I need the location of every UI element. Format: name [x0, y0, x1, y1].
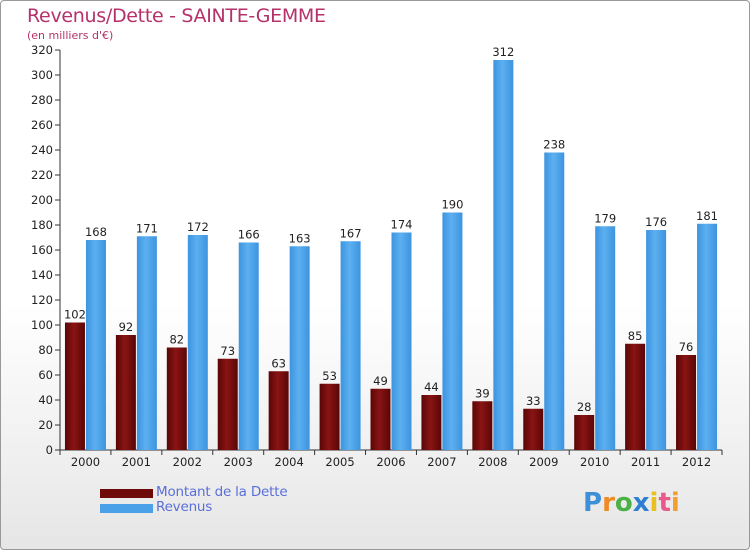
data-label-revenus: 167	[340, 226, 362, 240]
data-label-dette: 82	[169, 333, 184, 347]
y-tick-label: 20	[38, 418, 53, 432]
bar-revenus	[187, 235, 208, 450]
x-tick-label: 2005	[325, 455, 354, 469]
logo-letter: P	[583, 488, 603, 518]
chart-subtitle: (en milliers d'€)	[27, 29, 114, 42]
data-label-dette: 73	[220, 344, 235, 358]
chart-title: Revenus/Dette - SAINTE-GEMME	[27, 5, 326, 27]
bar-dette	[523, 408, 544, 450]
y-tick-label: 100	[31, 318, 53, 332]
data-label-revenus: 181	[696, 209, 718, 223]
y-tick-label: 140	[31, 268, 53, 282]
bar-revenus	[136, 236, 157, 450]
bar-dette	[676, 355, 697, 450]
bar-dette	[625, 343, 646, 450]
logo-letter: t	[658, 488, 671, 518]
data-label-revenus: 174	[391, 218, 413, 232]
y-tick-label: 160	[31, 243, 53, 257]
x-tick-label: 2001	[122, 455, 151, 469]
legend-label-dette: Montant de la Dette	[156, 484, 288, 500]
data-label-revenus: 168	[85, 225, 107, 239]
data-label-revenus: 172	[187, 220, 209, 234]
y-tick-label: 0	[46, 443, 53, 457]
logo-letter: i	[670, 488, 680, 518]
bar-revenus	[697, 223, 718, 450]
bar-revenus	[493, 60, 514, 450]
bar-dette	[166, 347, 187, 450]
bar-revenus	[544, 152, 565, 450]
y-tick-label: 280	[31, 93, 53, 107]
y-tick-label: 120	[31, 293, 53, 307]
data-label-revenus: 166	[238, 228, 260, 242]
x-tick-label: 2002	[173, 455, 202, 469]
data-label-dette: 33	[526, 394, 541, 408]
x-tick-label: 2006	[376, 455, 405, 469]
x-tick-label: 2009	[529, 455, 558, 469]
data-label-dette: 92	[119, 320, 134, 334]
bar-dette	[370, 388, 391, 450]
bar-revenus	[595, 226, 616, 450]
y-tick-label: 80	[38, 343, 53, 357]
data-label-revenus: 176	[645, 215, 667, 229]
bar-dette	[319, 383, 340, 450]
data-label-revenus: 163	[289, 231, 311, 245]
bar-dette	[472, 401, 493, 450]
y-tick-label: 260	[31, 118, 53, 132]
bar-revenus	[289, 246, 310, 450]
data-label-revenus: 312	[492, 45, 514, 59]
y-tick-label: 320	[31, 43, 53, 57]
x-tick-label: 2004	[275, 455, 304, 469]
bar-revenus	[340, 241, 361, 450]
x-tick-label: 2011	[631, 455, 660, 469]
x-tick-label: 2008	[478, 455, 507, 469]
logo-letter: i	[649, 488, 659, 518]
x-tick-label: 2003	[224, 455, 253, 469]
bar-dette	[268, 371, 289, 450]
data-label-dette: 102	[64, 308, 86, 322]
data-label-dette: 76	[679, 340, 694, 354]
logo-letter: r	[602, 488, 615, 518]
logo-letter: o	[614, 488, 633, 518]
bar-dette	[421, 395, 442, 450]
x-tick-label: 2007	[427, 455, 456, 469]
data-label-dette: 63	[271, 356, 286, 370]
data-label-dette: 85	[628, 329, 643, 343]
y-tick-label: 60	[38, 368, 53, 382]
proxiti-logo: Proxiti	[583, 488, 680, 518]
bar-revenus	[85, 240, 106, 450]
data-label-dette: 49	[373, 374, 388, 388]
x-tick-label: 2010	[580, 455, 609, 469]
y-tick-label: 40	[38, 393, 53, 407]
y-tick-label: 300	[31, 68, 53, 82]
bar-dette	[115, 335, 136, 450]
data-label-dette: 44	[424, 380, 439, 394]
data-label-revenus: 171	[136, 221, 158, 235]
data-label-revenus: 238	[543, 138, 565, 152]
y-tick-label: 200	[31, 193, 53, 207]
logo-letter: x	[632, 488, 650, 518]
bar-dette	[574, 415, 595, 450]
data-label-revenus: 179	[594, 211, 616, 225]
data-label-dette: 39	[475, 386, 490, 400]
y-tick-label: 220	[31, 168, 53, 182]
bar-revenus	[646, 230, 667, 450]
x-tick-label: 2012	[682, 455, 711, 469]
legend-swatch-dette	[100, 489, 153, 498]
bar-dette	[64, 322, 85, 450]
x-tick-label: 2000	[71, 455, 100, 469]
bar-revenus	[238, 242, 259, 450]
bar-dette	[217, 358, 238, 450]
legend-swatch-revenus	[100, 504, 153, 513]
y-tick-label: 180	[31, 218, 53, 232]
data-label-dette: 53	[322, 369, 337, 383]
bar-revenus	[442, 212, 463, 450]
data-label-revenus: 190	[441, 198, 463, 212]
legend-label-revenus: Revenus	[156, 499, 213, 515]
bar-revenus	[391, 232, 412, 450]
y-tick-label: 240	[31, 143, 53, 157]
data-label-dette: 28	[577, 400, 592, 414]
